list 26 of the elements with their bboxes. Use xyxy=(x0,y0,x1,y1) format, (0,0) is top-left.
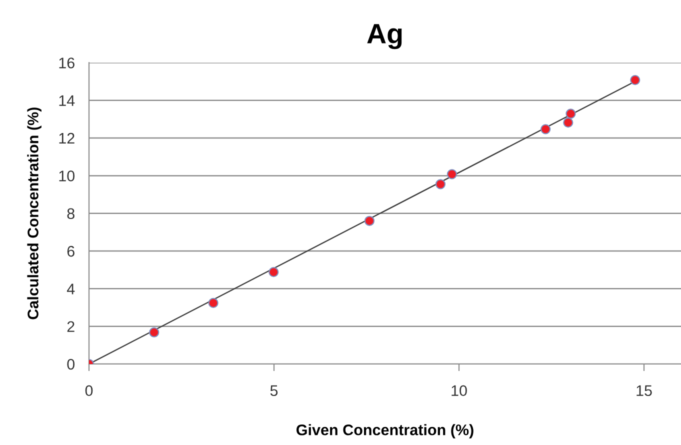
point xyxy=(364,216,375,226)
point xyxy=(540,124,551,134)
point xyxy=(149,327,160,338)
point xyxy=(566,108,576,119)
chart-title: Ag xyxy=(367,24,402,50)
point xyxy=(268,267,279,278)
y-tick-label: 0 xyxy=(67,358,75,370)
x-tick-label: 0 xyxy=(85,385,93,396)
y-tick-label: 10 xyxy=(59,170,75,182)
point xyxy=(446,169,458,180)
y-tick-label: 4 xyxy=(66,284,75,294)
point xyxy=(630,74,640,86)
y-tick-label: 6 xyxy=(67,246,74,257)
x-tick-label: 15 xyxy=(636,385,652,396)
y-tick-label: 2 xyxy=(67,321,74,332)
point xyxy=(435,179,446,190)
point xyxy=(208,298,218,308)
y-tick-label: 14 xyxy=(59,95,75,106)
x-tick-label: 5 xyxy=(270,385,278,396)
y-axis-title: Calculated Concentration (%) xyxy=(27,108,42,320)
y-tick-label: 8 xyxy=(67,208,74,220)
y-tick-label: 12 xyxy=(59,132,74,144)
y-tick-label: 16 xyxy=(59,58,74,68)
x-axis-title: Given Concentration (%) xyxy=(296,424,474,438)
x-tick-label: 10 xyxy=(452,385,467,396)
point xyxy=(563,118,574,128)
